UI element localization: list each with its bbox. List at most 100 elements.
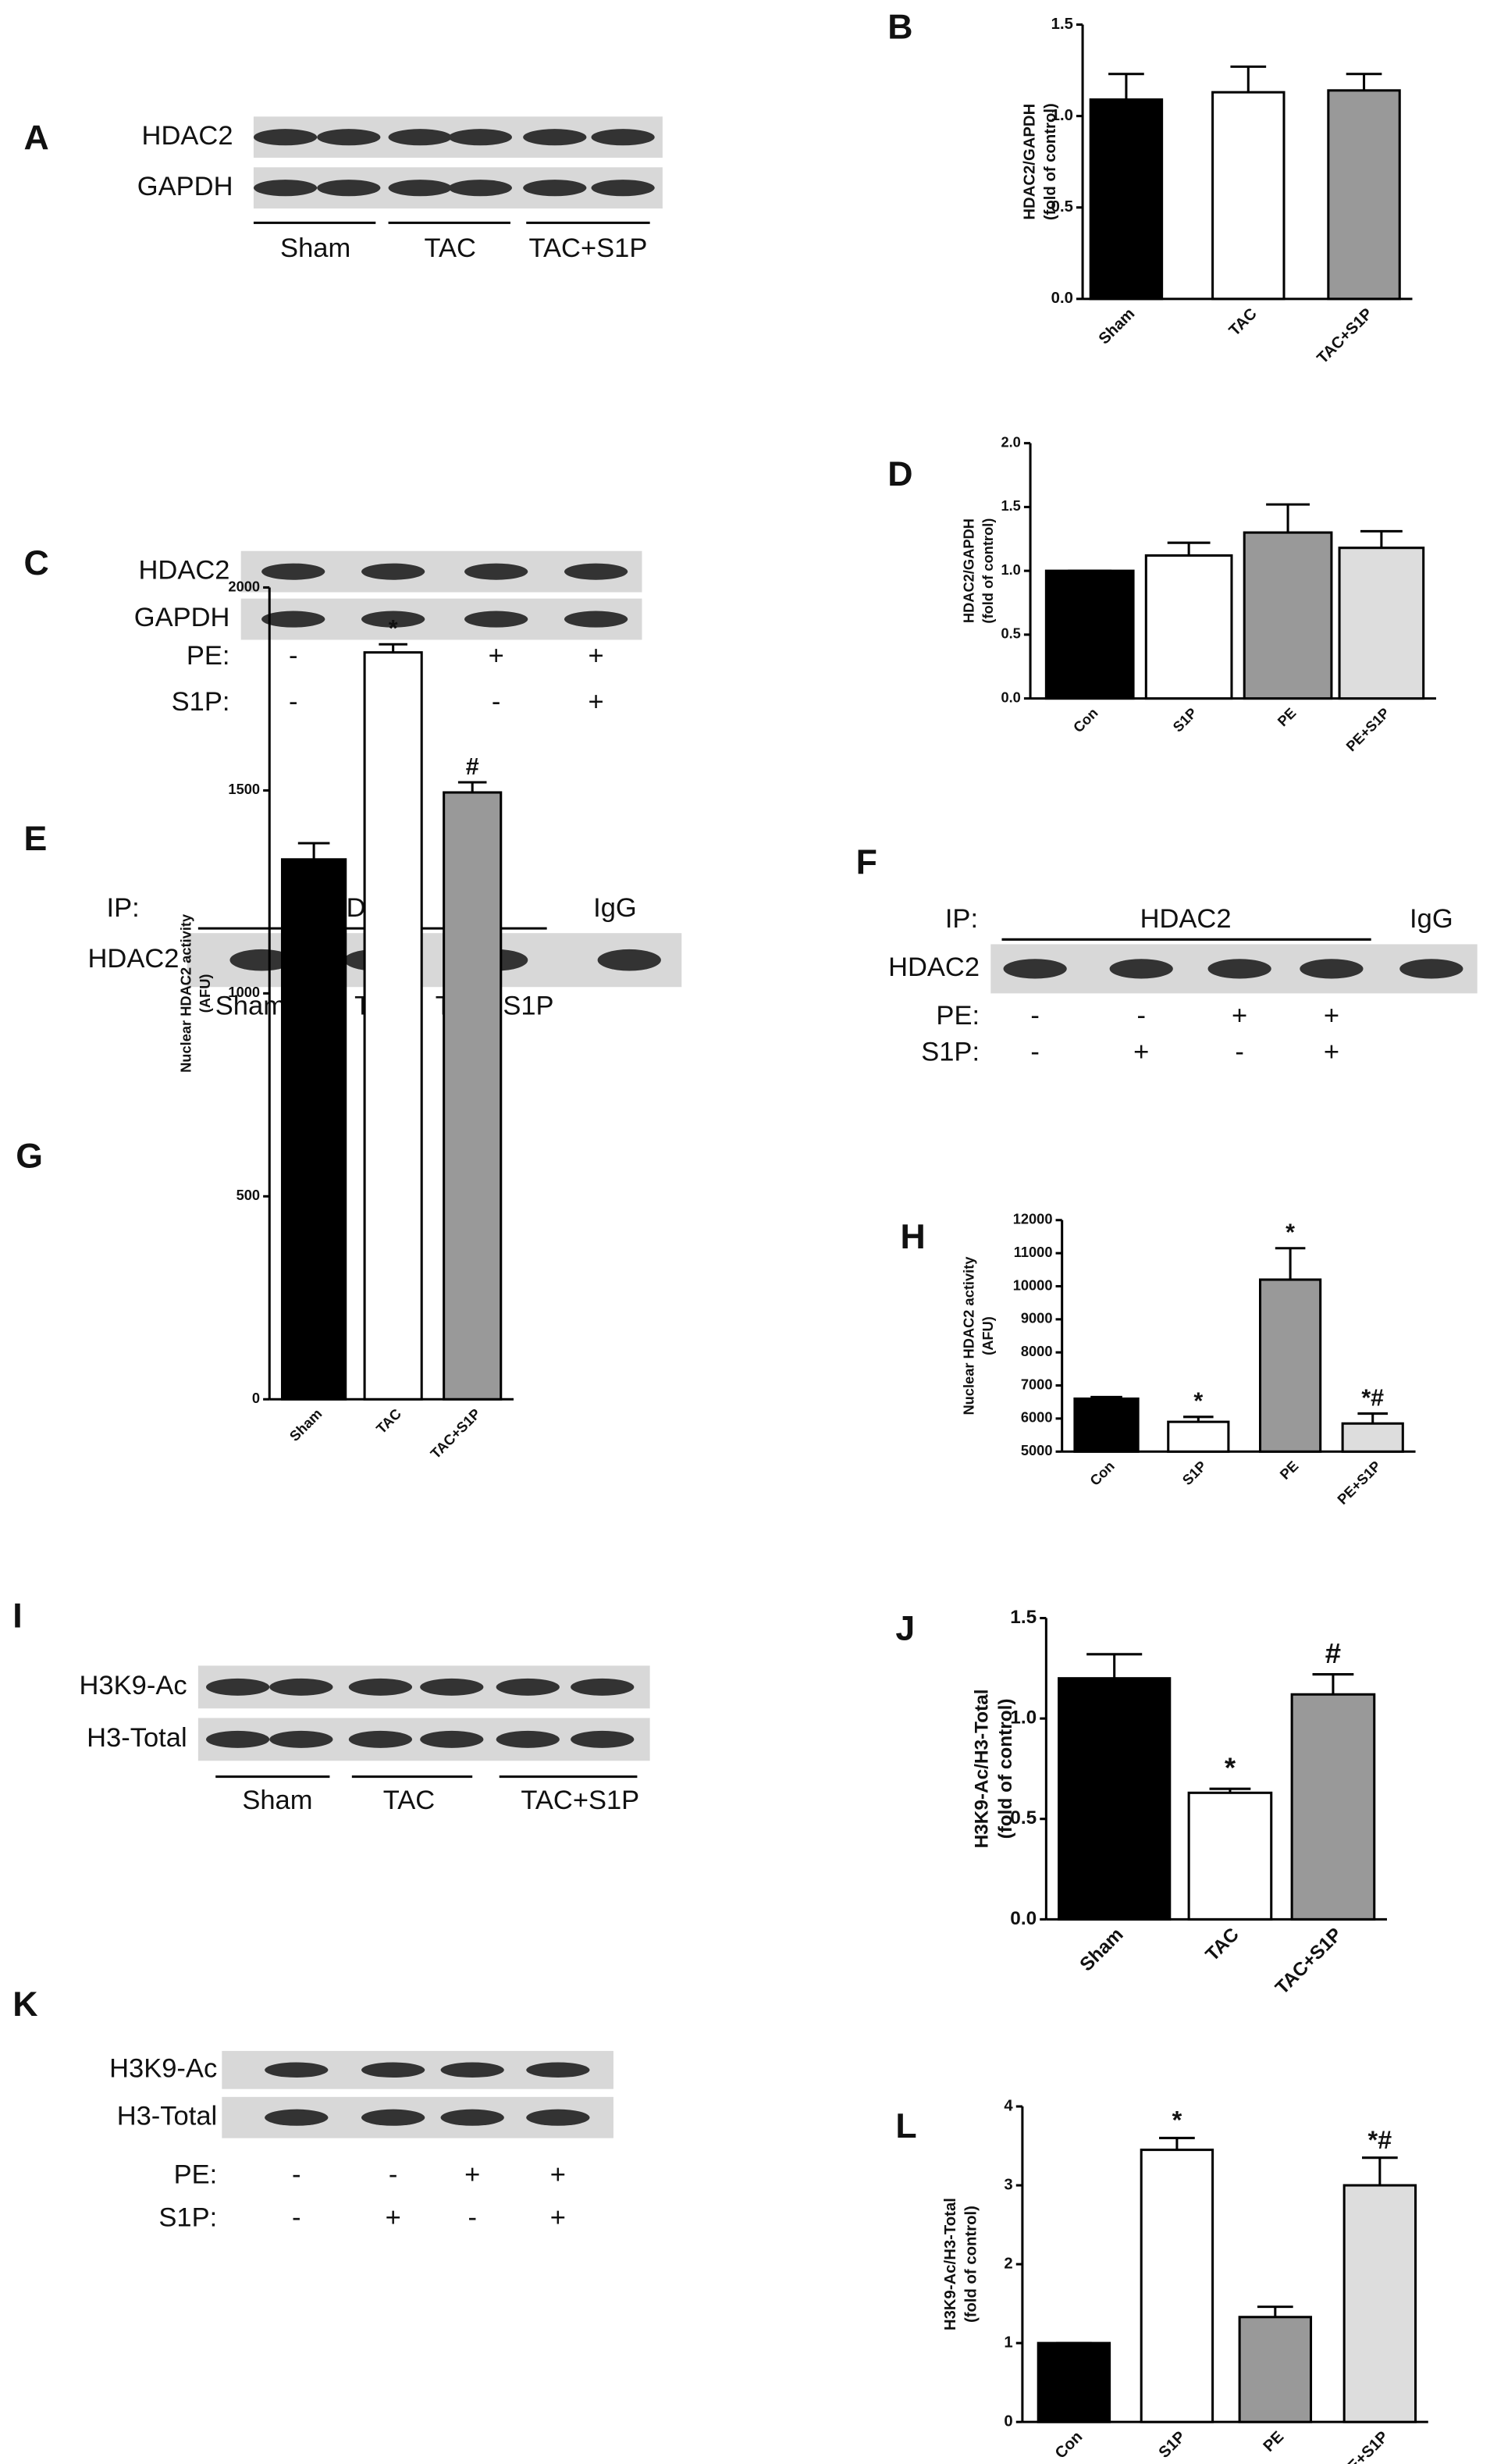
- group-label: Sham: [215, 992, 286, 1021]
- row-label: HDAC2: [138, 555, 229, 585]
- x-tick-label: PE: [1261, 2428, 1288, 2455]
- row-label: GAPDH: [137, 172, 233, 201]
- blot-band: [464, 563, 528, 580]
- condition-sign: -: [1030, 1038, 1040, 1067]
- x-tick-label: TAC: [1226, 305, 1261, 340]
- bar: [1327, 89, 1401, 301]
- x-tick-label: TAC+S1P: [1271, 1924, 1346, 1999]
- y-tick-label: 2: [1004, 2255, 1012, 2272]
- blot-band: [348, 1678, 413, 1696]
- significance-mark: *#: [1361, 1384, 1384, 1411]
- bar: [1058, 1677, 1172, 1921]
- condition-sign: -: [289, 641, 298, 671]
- y-axis-label: Nuclear HDAC2 activity: [177, 913, 194, 1073]
- y-tick-label: 0: [252, 1390, 260, 1406]
- group-label: Sham: [280, 233, 350, 263]
- y-tick-label: 0.0: [1001, 689, 1020, 705]
- blot-band: [523, 180, 587, 197]
- y-tick-label: 0.0: [1010, 1908, 1037, 1929]
- control-label: IgG: [593, 893, 637, 923]
- y-tick-label: 8000: [1021, 1343, 1053, 1359]
- blot-band: [448, 129, 512, 146]
- blot-band: [448, 180, 512, 197]
- panel-label: K: [12, 1985, 37, 2024]
- significance-mark: *: [1286, 1220, 1295, 1246]
- bar: [1044, 569, 1135, 700]
- y-axis-label: HDAC2/GAPDH: [1021, 104, 1038, 220]
- x-tick-label: TAC: [1202, 1924, 1243, 1965]
- blot-band: [420, 1678, 484, 1696]
- panel-label: E: [23, 820, 47, 858]
- blot-band: [496, 1730, 560, 1748]
- blot-band: [1300, 959, 1364, 979]
- bar: [1073, 1397, 1140, 1453]
- x-tick-label: TAC+S1P: [427, 1405, 483, 1462]
- ip-label: IP:: [107, 893, 140, 923]
- row-label: HDAC2: [142, 121, 233, 151]
- x-tick-label: PE+S1P: [1334, 1458, 1384, 1508]
- bar: [1342, 2184, 1417, 2423]
- blot-band: [526, 2109, 590, 2126]
- bar: [1211, 91, 1286, 301]
- row-label: HDAC2: [87, 944, 179, 974]
- blot-band: [440, 2109, 504, 2126]
- y-tick-label: 500: [236, 1187, 260, 1203]
- y-tick-label: 1.0: [1001, 561, 1020, 578]
- blot-band: [206, 1678, 270, 1696]
- blot-band: [261, 563, 325, 580]
- condition-label: PE:: [936, 1001, 980, 1031]
- blot-band: [269, 1678, 333, 1696]
- significance-mark: *: [1225, 1751, 1236, 1783]
- condition-label: S1P:: [158, 2202, 217, 2232]
- x-tick-label: PE: [1274, 704, 1299, 729]
- y-tick-label: 0.5: [1010, 1807, 1037, 1828]
- y-tick-label: 4: [1004, 2097, 1013, 2114]
- group-label: TAC+S1P: [521, 1786, 639, 1815]
- condition-label: PE:: [187, 641, 230, 671]
- bar: [443, 791, 503, 1401]
- y-axis-label: Nuclear HDAC2 activity: [961, 1256, 977, 1415]
- condition-sign: -: [1235, 1038, 1244, 1067]
- blot-band: [1207, 959, 1271, 979]
- y-tick-label: 5000: [1021, 1442, 1053, 1458]
- x-tick-label: PE+S1P: [1342, 704, 1392, 754]
- y-tick-label: 1: [1004, 2334, 1012, 2351]
- blot-band: [261, 611, 325, 628]
- panel-label: H: [901, 1218, 926, 1256]
- y-tick-label: 0.5: [1051, 198, 1073, 215]
- condition-label: S1P:: [172, 687, 230, 717]
- y-tick-label: 10000: [1013, 1277, 1053, 1293]
- panel-label: F: [856, 844, 877, 882]
- condition-sign: -: [1136, 1001, 1146, 1031]
- blot-band: [591, 129, 655, 146]
- blot-band: [388, 180, 452, 197]
- blot-band: [571, 1678, 635, 1696]
- x-tick-label: TAC+S1P: [1314, 305, 1376, 368]
- y-tick-label: 2.0: [1001, 433, 1020, 450]
- condition-sign: -: [492, 687, 501, 717]
- panel-label: D: [887, 455, 912, 493]
- bar: [1089, 98, 1164, 301]
- x-tick-label: S1P: [1156, 2428, 1190, 2462]
- control-label: IgG: [1410, 904, 1453, 934]
- y-axis-label: (AFU): [980, 1316, 996, 1355]
- bar: [1290, 1693, 1376, 1921]
- condition-sign: +: [489, 641, 504, 671]
- bar: [280, 858, 347, 1401]
- bar: [1259, 1278, 1322, 1453]
- condition-sign: +: [550, 2160, 566, 2189]
- significance-mark: #: [466, 753, 479, 780]
- y-tick-label: 6000: [1021, 1409, 1053, 1426]
- x-tick-label: Con: [1070, 704, 1101, 735]
- y-tick-label: 9000: [1021, 1310, 1053, 1326]
- row-label: H3K9-Ac: [80, 1671, 187, 1700]
- y-tick-label: 3: [1004, 2176, 1012, 2193]
- condition-sign: +: [1232, 1001, 1247, 1031]
- condition-sign: +: [589, 687, 604, 717]
- panel-label: A: [23, 119, 48, 158]
- blot-band: [591, 180, 655, 197]
- blot-band: [361, 611, 425, 628]
- significance-mark: *: [1172, 2106, 1182, 2135]
- y-axis-label: (AFU): [197, 974, 213, 1013]
- row-label: H3-Total: [87, 1723, 187, 1753]
